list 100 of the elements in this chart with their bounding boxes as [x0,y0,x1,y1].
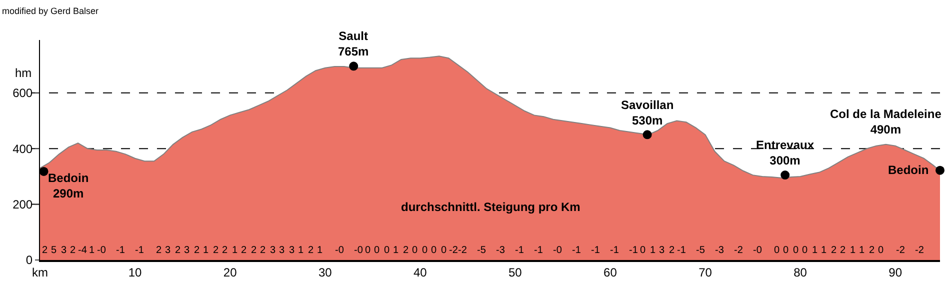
category-label: 5 [51,245,57,256]
category-label: 0 [412,245,418,256]
category-label: 1 [850,245,856,256]
annotation: Sault 765m [338,29,369,59]
y-tick-label: 0 [26,253,33,268]
category-label: 2 [831,245,837,256]
y-tick-label: 400 [12,142,33,156]
category-label: -0 [553,245,562,256]
category-label: 3 [184,245,190,256]
category-label: 0 [384,245,390,256]
point [780,170,790,180]
category-label: 0 [640,245,646,256]
category-label: 1 [650,245,656,256]
category-label: 2 [222,245,228,256]
category-label: 0 [793,245,799,256]
point [642,130,652,140]
category-label: 2 [869,245,875,256]
category-label: -4 [78,245,88,256]
x-tick-label: 50 [508,265,522,280]
category-label: 2 [260,245,266,256]
y-axis-title: hm [15,66,32,80]
category-label: 2 [213,245,219,256]
category-label: -1 [515,245,524,256]
category-label: -0 [354,245,364,256]
annotation: Col de la Madeleine 490m [830,107,942,137]
category-label: 2 [308,245,314,256]
category-label: 2 [194,245,200,256]
category-label: -2 [734,245,744,256]
category-label: 1 [89,245,95,256]
category-label: 1 [232,245,238,256]
x-tick-label: 60 [604,265,618,280]
category-label: 1 [859,245,865,256]
category-label: -0 [97,245,106,256]
category-label: 3 [659,245,665,256]
category-label: -2 [915,245,924,256]
category-label: 2 [70,245,76,256]
category-label: 0 [431,245,437,256]
annotation: Entrevaux 300m [756,138,814,168]
category-label: 1 [393,245,399,256]
x-tick-label: 40 [413,265,428,280]
category-label: -1 [677,245,686,256]
category-label: 0 [878,245,884,256]
x-tick-label: 20 [223,265,238,280]
category-label: -1 [572,245,582,256]
x-tick-label: 80 [794,265,808,280]
point [349,62,358,71]
point [39,166,48,176]
category-label: -2 [896,245,906,256]
category-label: 0 [802,245,808,256]
text: durchschnittl. Steigung pro Km [401,200,580,214]
category-label: 3 [279,245,285,256]
category-label: 3 [165,245,171,256]
category-label: -3 [715,245,724,256]
category-label: 0 [441,245,447,256]
category-label: 2 [42,245,48,256]
text: modified by Gerd Balser [2,6,99,16]
category-label: -1 [610,245,620,256]
category-label: 2 [403,245,409,256]
category-label: 2 [840,245,846,256]
category-label: 0 [365,245,371,256]
category-label: 2 [175,245,181,256]
category-label: 0 [422,245,428,256]
x-tick-label: 10 [128,265,142,280]
category-label: 1 [812,245,818,256]
x-tick-label: 70 [698,265,712,280]
category-label: -2 [449,245,458,256]
x-tick-label: 90 [888,265,902,280]
annotation: Bedoin [888,163,929,177]
category-label: -0 [753,245,762,256]
category-label: 2 [156,245,162,256]
category-label: 1 [821,245,827,256]
y-tick-label: 600 [12,86,33,100]
category-label: 3 [270,245,276,256]
category-label: -1 [629,245,638,256]
category-label: -1 [534,245,544,256]
category-label: 2 [669,245,675,256]
annotation: Bedoin 290m [48,171,89,201]
x-tick-label: km [32,265,48,280]
category-label: -0 [335,245,344,256]
category-label: 0 [374,245,380,256]
category-label: -1 [116,245,126,256]
category-label: 2 [241,245,247,256]
y-tick-label: 200 [12,198,33,212]
category-label: 0 [774,245,780,256]
category-label: 1 [317,245,323,256]
category-label: 2 [251,245,257,256]
category-label: 3 [289,245,295,256]
category-label: 1 [298,245,304,256]
category-label: 0 [783,245,789,256]
category-label: -1 [135,245,144,256]
category-label: -1 [591,245,600,256]
annotation: Savoillan 530m [621,98,674,128]
category-label: -5 [696,245,706,256]
category-label: 3 [61,245,67,256]
category-label: -3 [496,245,506,256]
category-label: 1 [203,245,209,256]
x-tick-label: 30 [318,265,332,280]
category-label: -2 [458,245,468,256]
point [936,166,944,175]
category-label: -5 [477,245,486,256]
